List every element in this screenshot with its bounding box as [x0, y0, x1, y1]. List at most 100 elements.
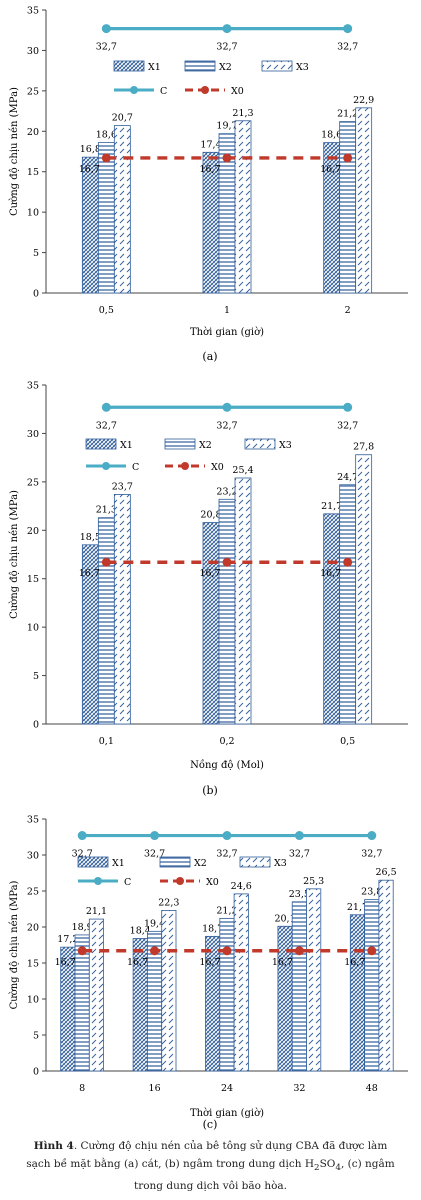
caption-text-1: . Cường độ chịu nén của bê tông sử dụng …	[73, 1140, 388, 1152]
legend-label-x1: X1	[148, 62, 161, 73]
bar-x3	[355, 107, 373, 294]
caption-line-1: Hình 4. Cường độ chịu nén của bê tông sử…	[4, 1137, 417, 1155]
data-label: 16,7	[55, 957, 76, 968]
x-tick-label: 16	[149, 1083, 161, 1094]
y-axis-title: Cường độ chịu nén (MPa)	[9, 880, 20, 1009]
chart-sublabel: (b)	[202, 784, 218, 797]
caption-line-2: sạch bề mặt bằng (a) cát, (b) ngâm trong…	[4, 1155, 417, 1177]
x-axis-title: Thời gian (giờ)	[190, 327, 264, 338]
data-label: 26,5	[375, 867, 396, 878]
data-label: 25,4	[232, 465, 253, 476]
x-tick-label: 0,5	[340, 736, 355, 747]
line-point-c	[77, 831, 87, 841]
y-tick-label: 30	[27, 46, 39, 57]
y-tick-label: 35	[27, 6, 39, 17]
data-label: 16,7	[199, 568, 220, 579]
data-label: 18,4	[130, 926, 151, 937]
y-tick-label: 0	[33, 720, 39, 731]
legend-label-x1: X1	[120, 440, 133, 451]
legend-label-c: C	[124, 877, 131, 888]
data-label: 17,4	[200, 139, 221, 150]
data-label: 21,3	[96, 505, 117, 516]
y-tick-label: 5	[33, 671, 39, 682]
line-point-c	[367, 831, 377, 841]
line-point-c	[222, 831, 232, 841]
line-point-x0	[222, 153, 232, 163]
y-tick-label: 15	[27, 574, 39, 585]
legend-label-x1: X1	[112, 858, 125, 869]
legend-label-x0: X0	[206, 877, 219, 888]
caption-text-2c: , (c) ngâm	[340, 1158, 395, 1170]
caption-text-2a: sạch bề mặt bằng (a) cát, (b) ngâm trong…	[26, 1158, 314, 1170]
data-label: 25,3	[303, 876, 324, 887]
legend-label-c: C	[160, 86, 167, 97]
data-label: 17,2	[57, 934, 78, 945]
bar-x3	[233, 893, 249, 1072]
y-tick-label: 15	[27, 959, 39, 970]
legend-label-x3: X3	[274, 858, 287, 869]
data-label: 22,3	[158, 897, 179, 908]
caption-line-3: trong dung dịch vôi bão hòa.	[4, 1177, 417, 1195]
data-label: 32,7	[216, 849, 237, 860]
y-tick-label: 5	[33, 1031, 39, 1042]
data-label: 32,7	[216, 42, 237, 53]
y-tick-label: 20	[27, 526, 39, 537]
legend-marker-c	[102, 462, 110, 470]
data-label: 16,7	[199, 164, 220, 175]
data-label: 21,3	[232, 108, 253, 119]
line-point-c	[150, 831, 160, 841]
line-point-x0	[343, 557, 353, 567]
bar-x1	[349, 914, 365, 1072]
data-label: 23,5	[289, 889, 310, 900]
legend-swatch-x2	[164, 438, 196, 450]
data-label: 32,7	[337, 420, 358, 431]
x-tick-label: 0,2	[219, 736, 234, 747]
data-label: 21,7	[321, 501, 342, 512]
y-tick-label: 25	[27, 86, 39, 97]
data-label: 23,8	[361, 887, 382, 898]
y-tick-label: 10	[27, 623, 39, 634]
bar-x1	[81, 156, 99, 294]
chart-b: 0 5 10 15 20 25 30 35 18,5 20,8 21,7 21,3 23,2 24,7 23…	[9, 381, 408, 797]
data-label: 24,6	[231, 881, 252, 892]
bar-x2	[364, 899, 380, 1072]
data-label: 21,1	[86, 906, 107, 917]
y-tick-label: 20	[27, 127, 39, 138]
x-tick-label: 2	[345, 305, 351, 316]
data-label: 19,4	[144, 918, 165, 929]
line-point-c	[343, 402, 353, 412]
legend-swatch-x2	[159, 856, 191, 868]
data-label: 32,7	[96, 42, 117, 53]
bar-x3	[378, 879, 394, 1072]
x-tick-label: 32	[293, 1083, 305, 1094]
figure-caption: Hình 4. Cường độ chịu nén của bê tông sử…	[4, 1137, 417, 1195]
y-tick-label: 20	[27, 923, 39, 934]
line-point-x0	[77, 946, 87, 956]
data-label: 21,2	[216, 905, 237, 916]
data-label: 18,9	[72, 922, 93, 933]
y-tick-label: 10	[27, 995, 39, 1006]
bar-x2	[218, 498, 236, 725]
y-tick-label: 35	[27, 815, 39, 826]
data-label: 18,6	[96, 130, 117, 141]
line-point-c	[222, 24, 232, 34]
y-tick-label: 5	[33, 248, 39, 259]
bar-x2	[339, 121, 357, 294]
y-tick-label: 30	[27, 429, 39, 440]
line-point-x0	[222, 946, 232, 956]
bar-x2	[219, 917, 235, 1072]
line-point-x0	[222, 557, 232, 567]
legend-swatch-x1	[85, 438, 117, 450]
legend-swatch-x1	[113, 60, 145, 72]
data-label: 18,6	[321, 130, 342, 141]
data-label: 18,7	[202, 923, 223, 934]
data-label: 21,2	[337, 109, 358, 120]
data-label: 32,7	[361, 849, 382, 860]
x-tick-label: 48	[366, 1083, 378, 1094]
bar-x2	[97, 142, 115, 294]
caption-text-3: trong dung dịch vôi bão hòa.	[133, 1180, 288, 1193]
bar-x3	[306, 888, 322, 1072]
bar-x3	[234, 120, 252, 294]
bar-x2	[74, 934, 90, 1072]
